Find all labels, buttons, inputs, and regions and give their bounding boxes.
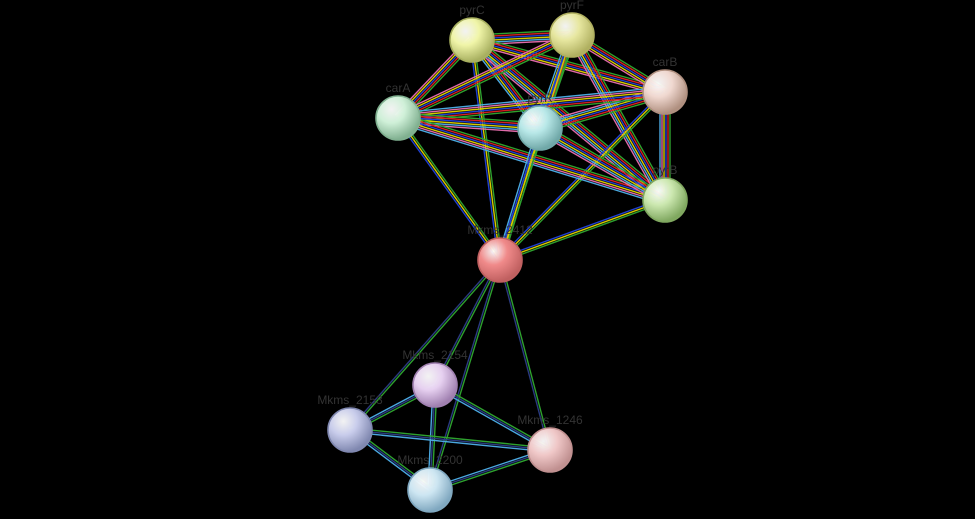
node-circle[interactable] bbox=[328, 408, 372, 452]
node-circle[interactable] bbox=[450, 18, 494, 62]
node-circle[interactable] bbox=[408, 468, 452, 512]
node-circle[interactable] bbox=[643, 178, 687, 222]
node-Mkms_1246[interactable] bbox=[528, 428, 572, 472]
node-circle[interactable] bbox=[550, 13, 594, 57]
node-label: carA bbox=[386, 81, 411, 95]
node-Mkms_2200[interactable] bbox=[408, 468, 452, 512]
node-circle[interactable] bbox=[528, 428, 572, 472]
node-pyrF[interactable] bbox=[550, 13, 594, 57]
node-Mkms_2153[interactable] bbox=[328, 408, 372, 452]
node-pyrB[interactable] bbox=[643, 178, 687, 222]
node-label: carB bbox=[653, 55, 678, 69]
edge bbox=[499, 260, 549, 450]
node-label: Mkms_2154 bbox=[402, 348, 468, 362]
node-carA[interactable] bbox=[376, 96, 420, 140]
node-Mkms_2412[interactable] bbox=[478, 238, 522, 282]
node-circle[interactable] bbox=[478, 238, 522, 282]
edge bbox=[501, 260, 551, 450]
edge bbox=[500, 200, 665, 260]
node-label: pyrF bbox=[560, 0, 584, 12]
node-carB[interactable] bbox=[643, 70, 687, 114]
node-circle[interactable] bbox=[643, 70, 687, 114]
node-pyrR[interactable] bbox=[518, 106, 562, 150]
node-circle[interactable] bbox=[413, 363, 457, 407]
node-circle[interactable] bbox=[518, 106, 562, 150]
node-circle[interactable] bbox=[376, 96, 420, 140]
node-label: Mkms_1246 bbox=[517, 413, 583, 427]
network-diagram: pyrCpyrFcarBcarApyrRpyrBMkms_2412Mkms_21… bbox=[0, 0, 975, 519]
node-pyrC[interactable] bbox=[450, 18, 494, 62]
node-Mkms_2154[interactable] bbox=[413, 363, 457, 407]
node-label: pyrC bbox=[459, 3, 485, 17]
edge bbox=[499, 198, 664, 258]
